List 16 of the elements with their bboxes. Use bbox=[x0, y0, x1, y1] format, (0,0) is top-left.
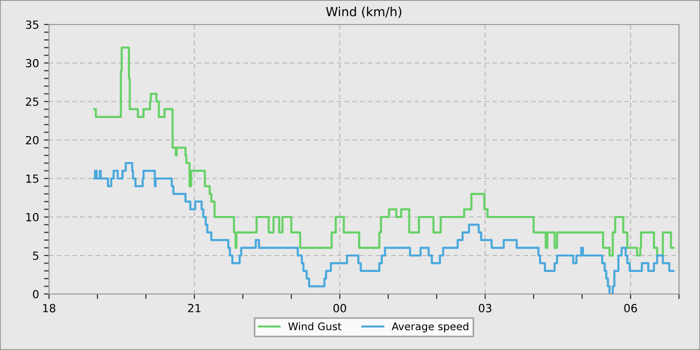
x-tick-label: 18 bbox=[43, 304, 56, 312]
y-tick-label: 5 bbox=[33, 252, 38, 260]
y-tick-label: 0 bbox=[32, 290, 39, 298]
x-tick-label: 03 bbox=[478, 304, 492, 312]
legend-label: Average speed bbox=[392, 322, 468, 332]
y-tick-label: 10 bbox=[26, 212, 39, 222]
y-tick-label: 30 bbox=[26, 58, 39, 68]
y-tick-label: 35 bbox=[26, 20, 38, 29]
x-tick-label: 00 bbox=[333, 304, 346, 312]
legend-label: Wind Gust bbox=[288, 322, 342, 330]
chart-title: Wind (km/h) bbox=[326, 6, 402, 18]
y-tick-label: 15 bbox=[26, 174, 38, 183]
x-tick-label: 21 bbox=[188, 304, 200, 312]
y-tick-label: 25 bbox=[26, 97, 38, 106]
y-tick-label: 20 bbox=[26, 136, 39, 144]
x-tick-label: 06 bbox=[624, 304, 637, 312]
